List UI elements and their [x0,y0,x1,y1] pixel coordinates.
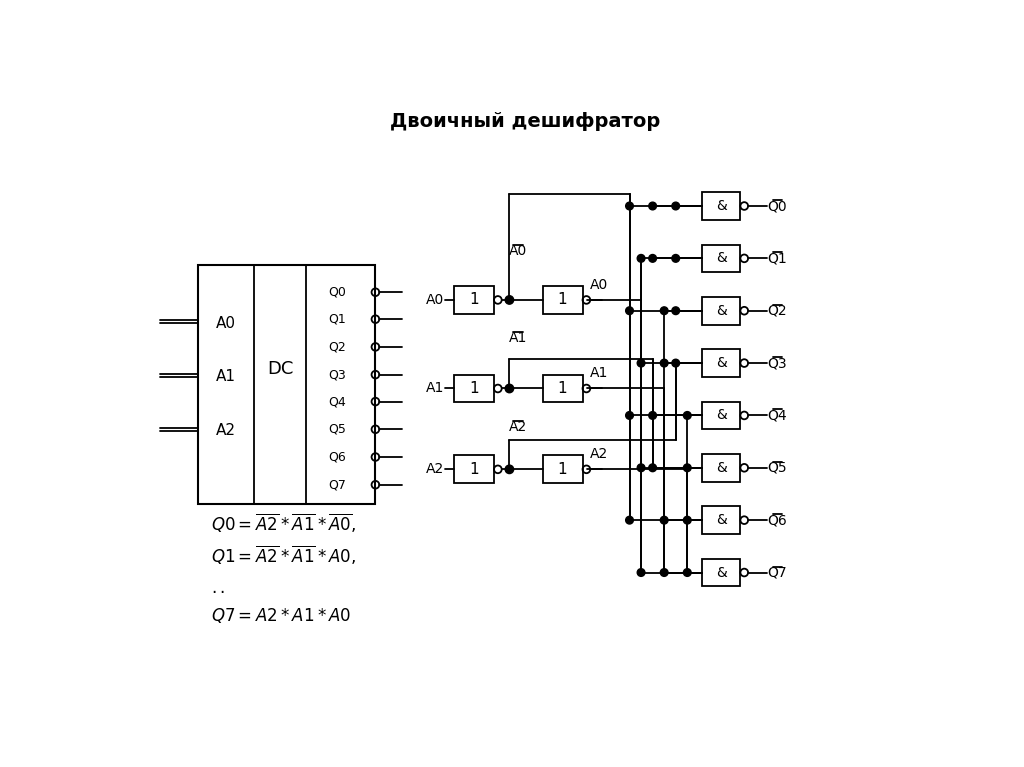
Circle shape [660,568,668,576]
Text: &: & [716,199,726,213]
Text: Q3: Q3 [328,368,346,381]
Text: A0: A0 [426,293,443,307]
Text: &: & [716,409,726,423]
Circle shape [683,568,691,576]
Circle shape [672,255,680,262]
Text: Q0: Q0 [328,286,346,298]
Text: A1: A1 [590,366,608,380]
Text: A1: A1 [509,331,527,345]
Circle shape [672,307,680,314]
Bar [454,286,494,314]
Text: $Q1 = \overline{A2} * \overline{A1} * A0,$: $Q1 = \overline{A2} * \overline{A1} * A0… [211,544,356,567]
Circle shape [649,202,656,210]
Text: &: & [716,252,726,265]
Text: Q1: Q1 [328,313,346,326]
Text: A1: A1 [426,381,443,396]
Text: Q4: Q4 [328,395,346,408]
Text: Q6: Q6 [767,513,787,527]
Text: &: & [716,565,726,580]
Bar [701,558,740,587]
Circle shape [683,412,691,420]
Circle shape [505,384,514,393]
Circle shape [683,464,691,472]
Circle shape [649,255,656,262]
Text: 1: 1 [558,462,567,477]
Text: &: & [716,356,726,370]
Text: Двоичный дешифратор: Двоичный дешифратор [390,112,659,131]
Circle shape [626,307,634,314]
Circle shape [660,516,668,524]
Text: Q2: Q2 [768,304,787,318]
Text: $Q7 = A2 * A1 * A0$: $Q7 = A2 * A1 * A0$ [211,606,352,625]
Bar [543,456,583,483]
Bar [701,402,740,430]
Circle shape [505,296,514,304]
Bar [701,245,740,272]
Text: A0: A0 [216,315,237,331]
Text: 1: 1 [469,381,479,396]
Text: 1: 1 [469,462,479,477]
Text: A2: A2 [216,423,237,438]
Circle shape [626,202,634,210]
Circle shape [626,412,634,420]
Text: $Q0 = \overline{A2} * \overline{A1} * \overline{A0},$: $Q0 = \overline{A2} * \overline{A1} * \o… [211,512,356,535]
Text: &: & [716,461,726,475]
Circle shape [649,412,656,420]
Circle shape [660,359,668,367]
Circle shape [637,359,645,367]
Circle shape [649,464,656,472]
Text: Q5: Q5 [768,461,787,475]
Text: DC: DC [267,360,293,378]
Text: Q7: Q7 [328,479,346,491]
Bar [701,297,740,324]
Bar [701,193,740,220]
Text: 1: 1 [558,381,567,396]
Bar [543,286,583,314]
Text: A2: A2 [509,420,527,434]
Circle shape [637,568,645,576]
Text: A2: A2 [426,463,443,476]
Text: Q6: Q6 [328,450,346,463]
Text: A2: A2 [590,447,608,461]
Text: Q4: Q4 [768,409,787,423]
Bar [701,506,740,534]
Circle shape [637,464,645,472]
Bar [454,456,494,483]
Circle shape [637,255,645,262]
Text: A1: A1 [216,370,237,384]
Text: &: & [716,304,726,318]
Bar [701,454,740,482]
Text: 1: 1 [469,292,479,308]
Circle shape [626,516,634,524]
Text: A0: A0 [590,278,608,291]
Text: &: & [716,513,726,527]
Text: Q7: Q7 [768,565,787,580]
Circle shape [683,516,691,524]
Circle shape [505,465,514,473]
Bar [701,349,740,377]
Text: Q0: Q0 [768,199,787,213]
Bar [543,374,583,403]
Text: Q5: Q5 [328,423,346,436]
Text: Q3: Q3 [768,356,787,370]
Text: $..$: $..$ [211,579,225,597]
Circle shape [672,202,680,210]
Circle shape [660,307,668,314]
Text: 1: 1 [558,292,567,308]
Text: Q2: Q2 [328,341,346,354]
Text: A0: A0 [509,245,527,258]
Bar [454,374,494,403]
Circle shape [672,359,680,367]
Text: Q1: Q1 [767,252,787,265]
Bar [199,265,376,504]
